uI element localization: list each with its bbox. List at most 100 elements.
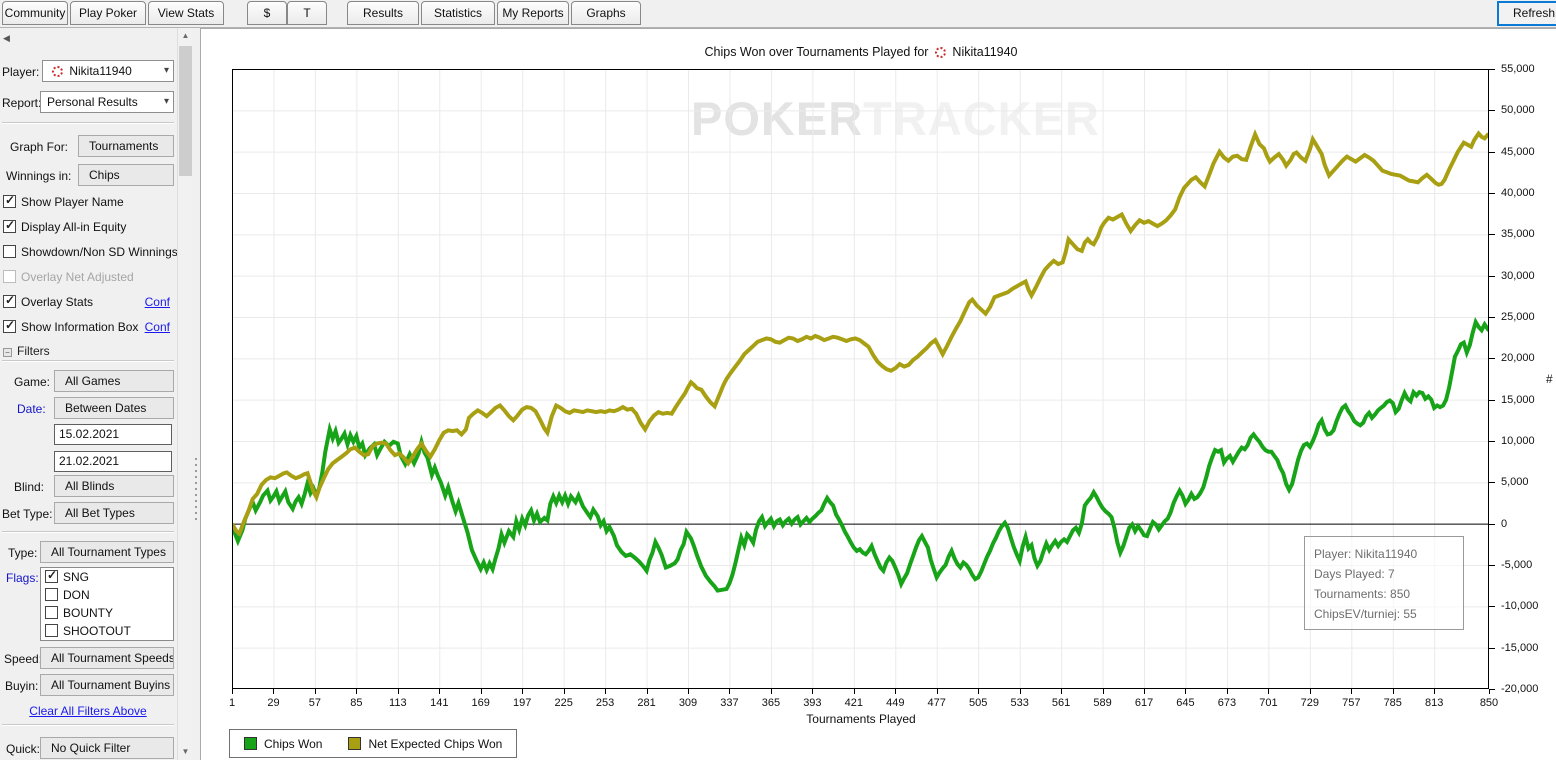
info-box-conf-link[interactable]: Conf	[144, 320, 170, 334]
legend-label: Net Expected Chips Won	[368, 736, 503, 751]
checkbox-label: Showdown/Non SD Winnings	[21, 245, 178, 259]
x-axis-title: Tournaments Played	[806, 712, 916, 726]
tab-tourney[interactable]: T	[287, 1, 327, 25]
graph-for-label: Graph For:	[10, 140, 69, 154]
x-tick-mark	[1185, 689, 1187, 694]
checkbox-icon[interactable]	[3, 293, 16, 308]
checkbox-showdown-winnings[interactable]: Showdown/Non SD Winnings	[3, 245, 178, 261]
y-tick-mark	[1489, 317, 1495, 318]
blind-filter-button[interactable]: All Blinds	[54, 475, 174, 497]
checkbox-icon[interactable]	[45, 624, 58, 637]
bet-type-filter-button[interactable]: All Bet Types	[54, 502, 174, 524]
tab-results[interactable]: Results	[347, 1, 419, 25]
x-tick-label: 533	[1010, 697, 1029, 709]
tab-play-poker[interactable]: Play Poker	[70, 1, 146, 25]
x-tick-mark	[688, 689, 689, 694]
checkbox-display-allin-equity[interactable]: Display All-in Equity	[3, 218, 127, 236]
x-tick-mark	[1019, 689, 1021, 694]
date-filter-button[interactable]: Between Dates	[54, 397, 174, 419]
type-label: Type:	[8, 546, 38, 560]
checkbox-icon[interactable]	[3, 193, 16, 208]
checkbox-label: Display All-in Equity	[21, 220, 127, 234]
x-tick-label: 505	[969, 697, 988, 709]
x-tick-label: 309	[678, 697, 698, 709]
filters-section-header[interactable]: − Filters	[3, 344, 50, 358]
flag-label: SNG	[63, 570, 90, 584]
x-tick-mark	[232, 689, 233, 694]
y-tick-mark	[1489, 606, 1495, 608]
divider	[2, 360, 174, 361]
checkbox-show-player-name[interactable]: Show Player Name	[3, 193, 124, 211]
refresh-button[interactable]: Refresh	[1497, 1, 1556, 26]
clear-all-filters-link[interactable]: Clear All Filters Above	[29, 704, 147, 718]
y-tick-label: -20,000	[1501, 683, 1539, 695]
flag-bounty[interactable]: BOUNTY	[45, 606, 173, 622]
tab-my-reports[interactable]: My Reports	[497, 1, 569, 25]
y-tick-label: -5,000	[1501, 559, 1533, 571]
x-tick-mark	[1061, 689, 1063, 694]
flag-shootout[interactable]: SHOOTOUT	[45, 624, 173, 640]
tab-graphs[interactable]: Graphs	[571, 1, 641, 25]
checkbox-icon[interactable]	[3, 218, 16, 233]
x-tick-label: 729	[1300, 697, 1320, 709]
checkbox-icon[interactable]	[3, 245, 16, 258]
x-tick-mark	[1351, 689, 1353, 694]
x-tick-label: 365	[761, 697, 781, 709]
info-tournaments: Tournaments: 850	[1314, 587, 1411, 601]
legend-item-chips-won: Chips Won	[244, 737, 322, 751]
checkbox-icon[interactable]	[45, 588, 58, 601]
y-tick-label: 30,000	[1501, 269, 1535, 282]
tab-money[interactable]: $	[247, 1, 287, 25]
flag-sng[interactable]: SNG	[45, 568, 173, 586]
info-player: Player: Nikita11940	[1314, 547, 1418, 561]
date-from-input[interactable]: 15.02.2021	[54, 424, 172, 445]
tab-view-stats[interactable]: View Stats	[148, 1, 224, 25]
checkbox-icon[interactable]	[45, 568, 58, 583]
y-tick-label: -10,000	[1501, 600, 1539, 613]
game-filter-button[interactable]: All Games	[54, 370, 174, 392]
checkbox-show-information-box[interactable]: Show Information Box Conf	[3, 318, 188, 336]
graph-for-button[interactable]: Tournaments	[78, 135, 174, 157]
type-filter-button[interactable]: All Tournament Types	[40, 541, 174, 563]
speed-filter-button[interactable]: All Tournament Speeds	[40, 647, 174, 669]
sidebar-splitter[interactable]	[192, 28, 200, 760]
player-select[interactable]: Nikita11940 ▾	[42, 60, 174, 82]
sidebar-scrollbar[interactable]: ▲ ▼	[177, 28, 193, 760]
x-tick-mark	[1144, 689, 1146, 694]
date-to-input[interactable]: 21.02.2021	[54, 451, 172, 472]
y-tick-mark	[1489, 275, 1495, 277]
y-tick-mark	[1489, 234, 1495, 236]
flag-don[interactable]: DON	[45, 588, 173, 604]
sidebar-collapse-icon[interactable]: ◀	[3, 33, 10, 43]
checkbox-overlay-stats[interactable]: Overlay Stats Conf	[3, 293, 188, 311]
checkbox-icon[interactable]	[45, 606, 58, 619]
scroll-up-arrow[interactable]: ▲	[178, 28, 193, 44]
filters-header-label: Filters	[17, 344, 50, 358]
chevron-down-icon: ▾	[163, 96, 169, 107]
x-tick-label: 113	[389, 697, 407, 709]
flags-listbox[interactable]: SNG DON BOUNTY SHOOTOUT	[40, 567, 174, 641]
chart-title: Chips Won over Tournaments Played for Ni…	[361, 45, 1361, 59]
plot-area[interactable]	[230, 69, 1491, 689]
quick-label: Quick:	[6, 742, 41, 756]
checkbox-icon[interactable]	[3, 318, 16, 333]
tab-community[interactable]: Community	[2, 1, 68, 25]
checkbox-label: Overlay Stats	[21, 295, 94, 309]
player-value: Nikita11940	[69, 64, 132, 78]
overlay-stats-conf-link[interactable]: Conf	[144, 295, 170, 309]
scroll-down-arrow[interactable]: ▼	[178, 744, 193, 760]
checkbox-label: Show Information Box	[21, 320, 139, 334]
checkbox-icon	[3, 270, 16, 283]
quick-filter-button[interactable]: No Quick Filter	[40, 737, 174, 759]
winnings-in-button[interactable]: Chips	[78, 164, 174, 186]
x-tick-label: 477	[927, 697, 946, 709]
x-tick-mark	[812, 689, 814, 694]
x-tick-mark	[729, 689, 731, 694]
buyin-filter-button[interactable]: All Tournament Buyins	[40, 674, 174, 696]
x-tick-label: 449	[886, 697, 905, 709]
scrollbar-thumb[interactable]	[179, 46, 192, 176]
report-select[interactable]: Personal Results ▾	[40, 91, 174, 113]
collapse-section-icon[interactable]: −	[3, 348, 12, 357]
x-tick-mark	[1489, 689, 1490, 694]
tab-statistics[interactable]: Statistics	[421, 1, 495, 25]
